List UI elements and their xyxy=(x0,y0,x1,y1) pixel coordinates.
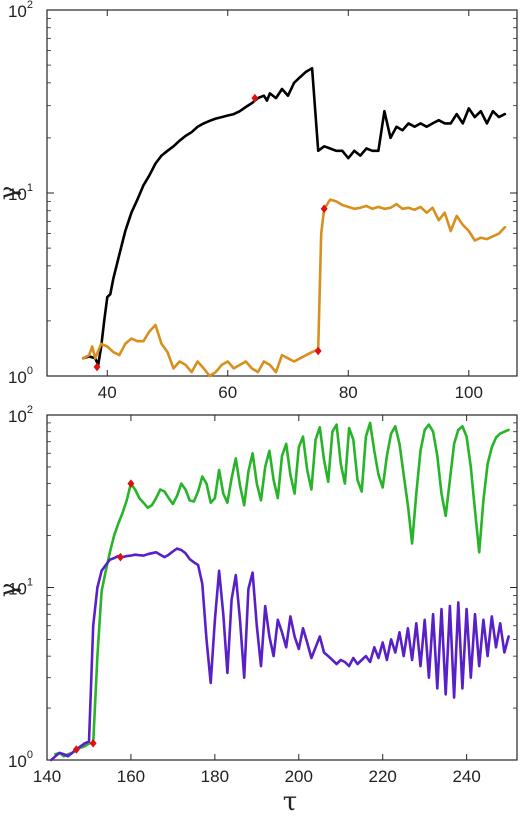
bottom-x-tick-labels: 140 160 180 200 220 240 xyxy=(33,767,481,786)
x-tick-label: 100 xyxy=(455,383,483,402)
y-tick-exponent: 0 xyxy=(27,749,33,761)
series-line-1 xyxy=(49,547,510,762)
y-tick-label: 102 xyxy=(8,0,33,21)
top-series xyxy=(81,67,507,378)
y-tick-exponent: 2 xyxy=(27,0,33,11)
x-tick-label: 240 xyxy=(452,767,480,786)
x-tick-label: 40 xyxy=(98,383,117,402)
y-tick-base: 10 xyxy=(8,185,27,204)
y-tick-base: 10 xyxy=(8,407,27,426)
x-tick-label: 180 xyxy=(201,767,229,786)
series-line-1 xyxy=(81,198,507,378)
point-marker xyxy=(89,738,97,748)
top-markers xyxy=(93,93,328,372)
top-plot-area xyxy=(46,9,518,377)
y-tick-label: 100 xyxy=(8,749,33,771)
point-marker xyxy=(314,346,322,356)
x-tick-label: 80 xyxy=(339,383,358,402)
x-tick-label: 200 xyxy=(285,767,313,786)
y-tick-base: 10 xyxy=(8,2,27,21)
y-tick-exponent: 1 xyxy=(27,577,33,589)
y-tick-exponent: 0 xyxy=(27,365,33,377)
y-tick-base: 10 xyxy=(8,368,27,387)
y-tick-label: 100 xyxy=(8,365,33,387)
y-tick-base: 10 xyxy=(8,580,27,599)
y-tick-base: 10 xyxy=(8,752,27,771)
x-tick-label: 160 xyxy=(117,767,145,786)
top-y-axis-label: γ xyxy=(0,186,22,200)
top-x-tick-labels: 40 60 80 100 xyxy=(98,383,483,402)
point-marker xyxy=(320,204,328,214)
series-line-0 xyxy=(81,67,507,367)
y-tick-label: 102 xyxy=(8,404,33,426)
bottom-y-axis-label: γ xyxy=(0,583,22,597)
y-tick-label: 101 xyxy=(8,182,33,204)
bottom-axis-ticks xyxy=(46,414,517,761)
point-marker xyxy=(251,93,259,103)
bottom-markers xyxy=(72,479,135,754)
point-marker xyxy=(116,552,124,562)
x-tick-label: 60 xyxy=(218,383,237,402)
point-marker xyxy=(93,362,101,372)
y-tick-exponent: 2 xyxy=(27,404,33,416)
point-marker xyxy=(127,479,135,489)
point-marker xyxy=(72,745,80,754)
y-tick-label: 101 xyxy=(8,577,33,599)
x-tick-label: 220 xyxy=(369,767,397,786)
y-tick-exponent: 1 xyxy=(27,182,33,194)
x-tick-label: 140 xyxy=(33,767,61,786)
bottom-x-axis-label: τ xyxy=(283,787,297,816)
top-axis-ticks xyxy=(47,9,517,377)
